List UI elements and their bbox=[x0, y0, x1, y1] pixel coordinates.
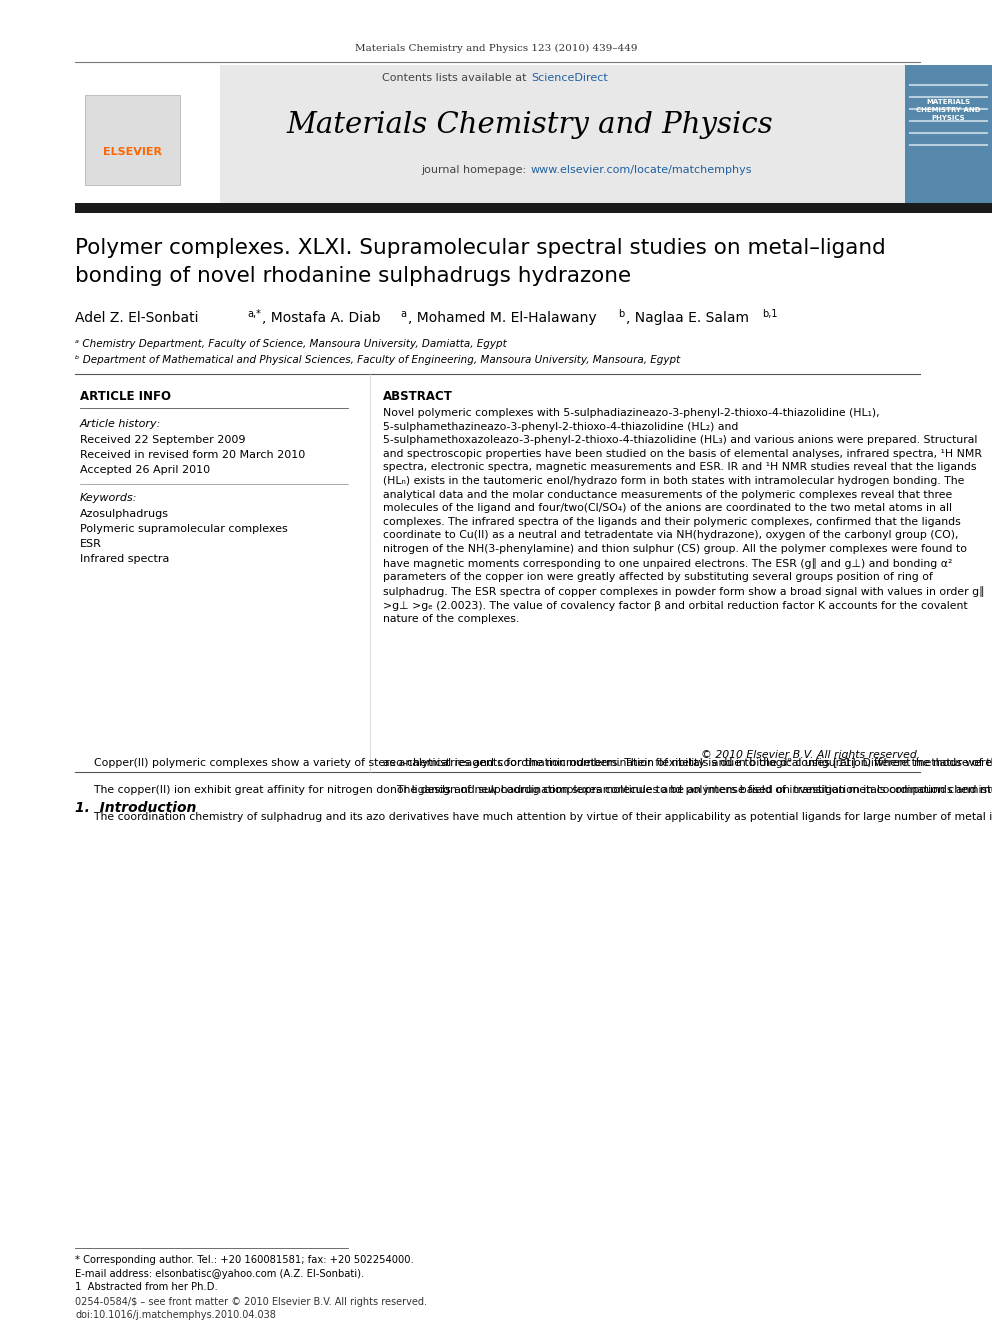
Text: Copper(II) polymeric complexes show a variety of stereo-chemistries and coordina: Copper(II) polymeric complexes show a va… bbox=[80, 758, 992, 823]
Text: Polymeric supramolecular complexes: Polymeric supramolecular complexes bbox=[80, 524, 288, 534]
Text: a,*: a,* bbox=[247, 310, 261, 319]
Text: ABSTRACT: ABSTRACT bbox=[383, 389, 453, 402]
Text: ESR: ESR bbox=[80, 538, 102, 549]
Text: , Mostafa A. Diab: , Mostafa A. Diab bbox=[262, 311, 381, 325]
Text: as analytical reagents for the microdetermination of metals and in biological us: as analytical reagents for the microdete… bbox=[383, 758, 992, 795]
Text: Article history:: Article history: bbox=[80, 419, 162, 429]
Text: 0254-0584/$ – see front matter © 2010 Elsevier B.V. All rights reserved.: 0254-0584/$ – see front matter © 2010 El… bbox=[75, 1297, 427, 1307]
Text: ᵃ Chemistry Department, Faculty of Science, Mansoura University, Damiatta, Egypt: ᵃ Chemistry Department, Faculty of Scien… bbox=[75, 339, 507, 349]
Text: ARTICLE INFO: ARTICLE INFO bbox=[80, 389, 171, 402]
Text: Contents lists available at: Contents lists available at bbox=[382, 73, 530, 83]
Bar bbox=[75, 65, 220, 205]
Text: bonding of novel rhodanine sulphadrugs hydrazone: bonding of novel rhodanine sulphadrugs h… bbox=[75, 266, 631, 286]
Text: Azosulphadrugs: Azosulphadrugs bbox=[80, 509, 169, 519]
Text: Accepted 26 April 2010: Accepted 26 April 2010 bbox=[80, 464, 210, 475]
Text: Adel Z. El-Sonbati: Adel Z. El-Sonbati bbox=[75, 311, 198, 325]
Text: Received in revised form 20 March 2010: Received in revised form 20 March 2010 bbox=[80, 450, 306, 460]
Text: Novel polymeric complexes with 5-sulphadiazineazo-3-phenyl-2-thioxo-4-thiazolidi: Novel polymeric complexes with 5-sulphad… bbox=[383, 407, 985, 624]
Text: © 2010 Elsevier B.V. All rights reserved.: © 2010 Elsevier B.V. All rights reserved… bbox=[700, 750, 920, 759]
Text: Received 22 September 2009: Received 22 September 2009 bbox=[80, 435, 245, 445]
Text: * Corresponding author. Tel.: +20 160081581; fax: +20 502254000.: * Corresponding author. Tel.: +20 160081… bbox=[75, 1256, 414, 1265]
Bar bbox=[75, 65, 920, 205]
Text: , Mohamed M. El-Halawany: , Mohamed M. El-Halawany bbox=[408, 311, 596, 325]
Text: 1.  Introduction: 1. Introduction bbox=[75, 800, 196, 815]
Text: ELSEVIER: ELSEVIER bbox=[102, 147, 162, 157]
Bar bbox=[905, 65, 992, 205]
Text: Polymer complexes. XLXI. Supramolecular spectral studies on metal–ligand: Polymer complexes. XLXI. Supramolecular … bbox=[75, 238, 886, 258]
Text: E-mail address: elsonbatisc@yahoo.com (A.Z. El-Sonbati).: E-mail address: elsonbatisc@yahoo.com (A… bbox=[75, 1269, 364, 1279]
Text: b,1: b,1 bbox=[762, 310, 778, 319]
Text: Keywords:: Keywords: bbox=[80, 493, 138, 503]
Text: ᵇ Department of Mathematical and Physical Sciences, Faculty of Engineering, Mans: ᵇ Department of Mathematical and Physica… bbox=[75, 355, 681, 365]
Text: a: a bbox=[400, 310, 406, 319]
Text: 1  Abstracted from her Ph.D.: 1 Abstracted from her Ph.D. bbox=[75, 1282, 218, 1293]
Text: journal homepage:: journal homepage: bbox=[422, 165, 530, 175]
Text: www.elsevier.com/locate/matchemphys: www.elsevier.com/locate/matchemphys bbox=[531, 165, 753, 175]
Text: b: b bbox=[618, 310, 624, 319]
Text: MATERIALS
CHEMISTRY AND
PHYSICS: MATERIALS CHEMISTRY AND PHYSICS bbox=[916, 99, 980, 120]
Bar bbox=[75, 202, 992, 213]
Bar bbox=[85, 95, 180, 185]
Text: Materials Chemistry and Physics 123 (2010) 439–449: Materials Chemistry and Physics 123 (201… bbox=[355, 44, 637, 53]
Text: Infrared spectra: Infrared spectra bbox=[80, 554, 170, 564]
Text: Materials Chemistry and Physics: Materials Chemistry and Physics bbox=[287, 111, 774, 139]
Text: , Naglaa E. Salam: , Naglaa E. Salam bbox=[626, 311, 749, 325]
Text: doi:10.1016/j.matchemphys.2010.04.038: doi:10.1016/j.matchemphys.2010.04.038 bbox=[75, 1310, 276, 1320]
Text: ScienceDirect: ScienceDirect bbox=[531, 73, 608, 83]
